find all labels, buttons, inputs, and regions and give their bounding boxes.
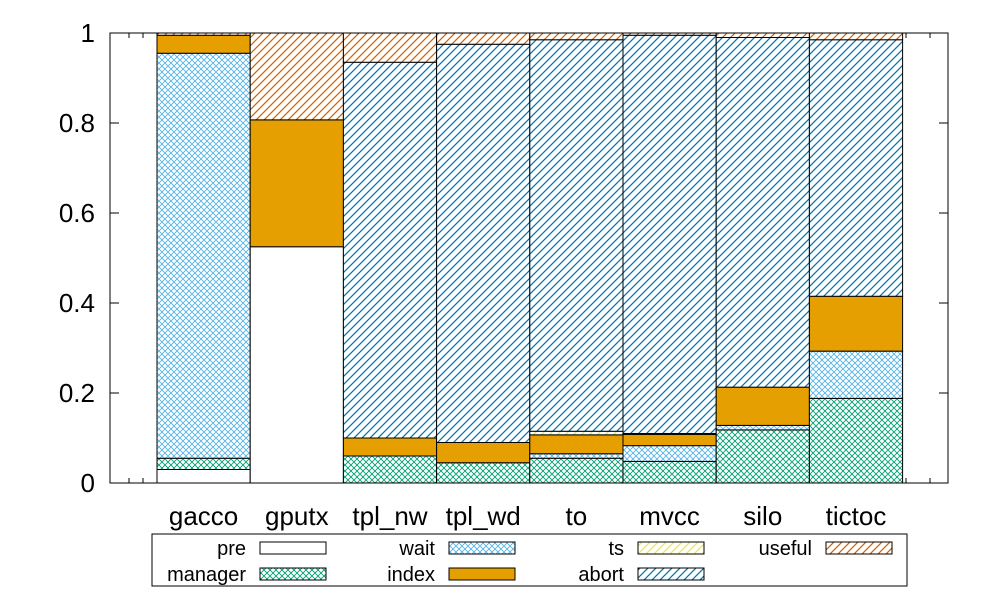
legend-label-useful: useful: [759, 538, 812, 560]
bar-segment-to-wait: [529, 453, 624, 459]
bar-segment-tpl-nw-abort: [342, 61, 438, 439]
legend-swatch-abort: [637, 567, 705, 581]
x-tick-label-mvcc: mvcc: [639, 501, 700, 531]
legend-swatch-manager: [259, 567, 327, 581]
bar-segment-to-abort: [529, 39, 624, 432]
legend: pre manager wait index ts abort useful: [151, 533, 908, 587]
bar-segment-tictoc-wait: [808, 350, 904, 399]
legend-label-pre: pre: [217, 538, 246, 560]
bar-segment-tictoc-abort: [808, 39, 904, 297]
bar-segment-gacco-manager: [156, 457, 251, 470]
bar-segment-gacco-pre: [156, 469, 251, 484]
legend-label-ts: ts: [608, 538, 624, 560]
legend-label-wait: wait: [398, 538, 435, 560]
bar-segment-mvcc-wait: [622, 445, 717, 462]
bar-segment-mvcc-index: [622, 433, 717, 447]
bar-segment-silo-wait: [715, 424, 810, 431]
bar-segment-tictoc-manager: [808, 397, 904, 484]
y-tick-label: 0.8: [59, 108, 95, 138]
y-tick-label: 0: [81, 468, 95, 498]
bar-segment-tpl-wd-manager: [436, 462, 531, 484]
x-tick-label-gputx: gputx: [265, 501, 329, 531]
bar-segment-mvcc-abort: [622, 34, 717, 434]
y-tick-label: 0.2: [59, 378, 95, 408]
legend-label-manager: manager: [167, 564, 246, 586]
bar-segment-tpl-nw-index: [342, 437, 438, 457]
legend-swatch-index: [448, 567, 516, 581]
y-tick-label: 1: [81, 18, 95, 48]
legend-label-index: index: [387, 564, 435, 586]
y-tick-label: 0.4: [59, 288, 95, 318]
x-tick-label-silo: silo: [743, 501, 782, 531]
bar-segment-silo-manager: [715, 429, 810, 484]
bar-segment-gputx-pre: [249, 246, 344, 484]
bar-segment-tpl-nw-useful: [342, 32, 438, 63]
x-tick-label-tpl-wd: tpl_wd: [446, 501, 521, 531]
legend-swatch-useful: [825, 541, 893, 555]
bar-segment-tpl-wd-abort: [436, 43, 531, 443]
x-axis: gacco gputx tpl_nw tpl_wd to mvcc silo tictoc: [128, 33, 931, 531]
y-tick-label: 0.6: [59, 198, 95, 228]
bar-segment-silo-index: [715, 386, 810, 426]
bar-segment-tictoc-useful: [808, 32, 904, 41]
y-axis: 0 0.2 0.4 0.6 0.8 1: [59, 18, 948, 498]
bar-segment-to-manager: [529, 457, 624, 484]
bar-segment-to-useful: [529, 32, 624, 41]
legend-swatch-ts: [637, 541, 705, 555]
bar-segment-mvcc-useful: [622, 32, 717, 36]
bar-segment-to-index: [529, 434, 624, 455]
bar-segment-tpl-wd-index: [436, 442, 531, 464]
bar-segment-gacco-wait: [156, 52, 251, 459]
legend-swatch-pre: [259, 541, 327, 555]
bar-segment-gputx-useful: [249, 32, 344, 121]
bar-segment-gacco-index: [156, 34, 251, 54]
x-tick-label-gacco: gacco: [169, 501, 238, 531]
legend-swatch-wait: [448, 541, 516, 555]
bar-segment-silo-abort: [715, 37, 810, 388]
bar-segment-silo-useful: [715, 32, 810, 38]
bar-segment-tpl-nw-manager: [342, 455, 438, 484]
bar-segment-tictoc-index: [808, 295, 904, 352]
bars-layer: [156, 32, 904, 484]
bar-segment-mvcc-manager: [622, 460, 717, 484]
bar-segment-gacco-useful: [156, 32, 251, 36]
bar-segment-gputx-index: [249, 119, 344, 248]
bar-segment-to-ts: [529, 430, 624, 436]
x-tick-label-to: to: [566, 501, 588, 531]
legend-label-abort: abort: [578, 564, 624, 586]
bar-segment-tpl-wd-useful: [436, 32, 531, 45]
x-tick-label-tictoc: tictoc: [826, 501, 887, 531]
x-tick-label-tpl-nw: tpl_nw: [352, 501, 427, 531]
